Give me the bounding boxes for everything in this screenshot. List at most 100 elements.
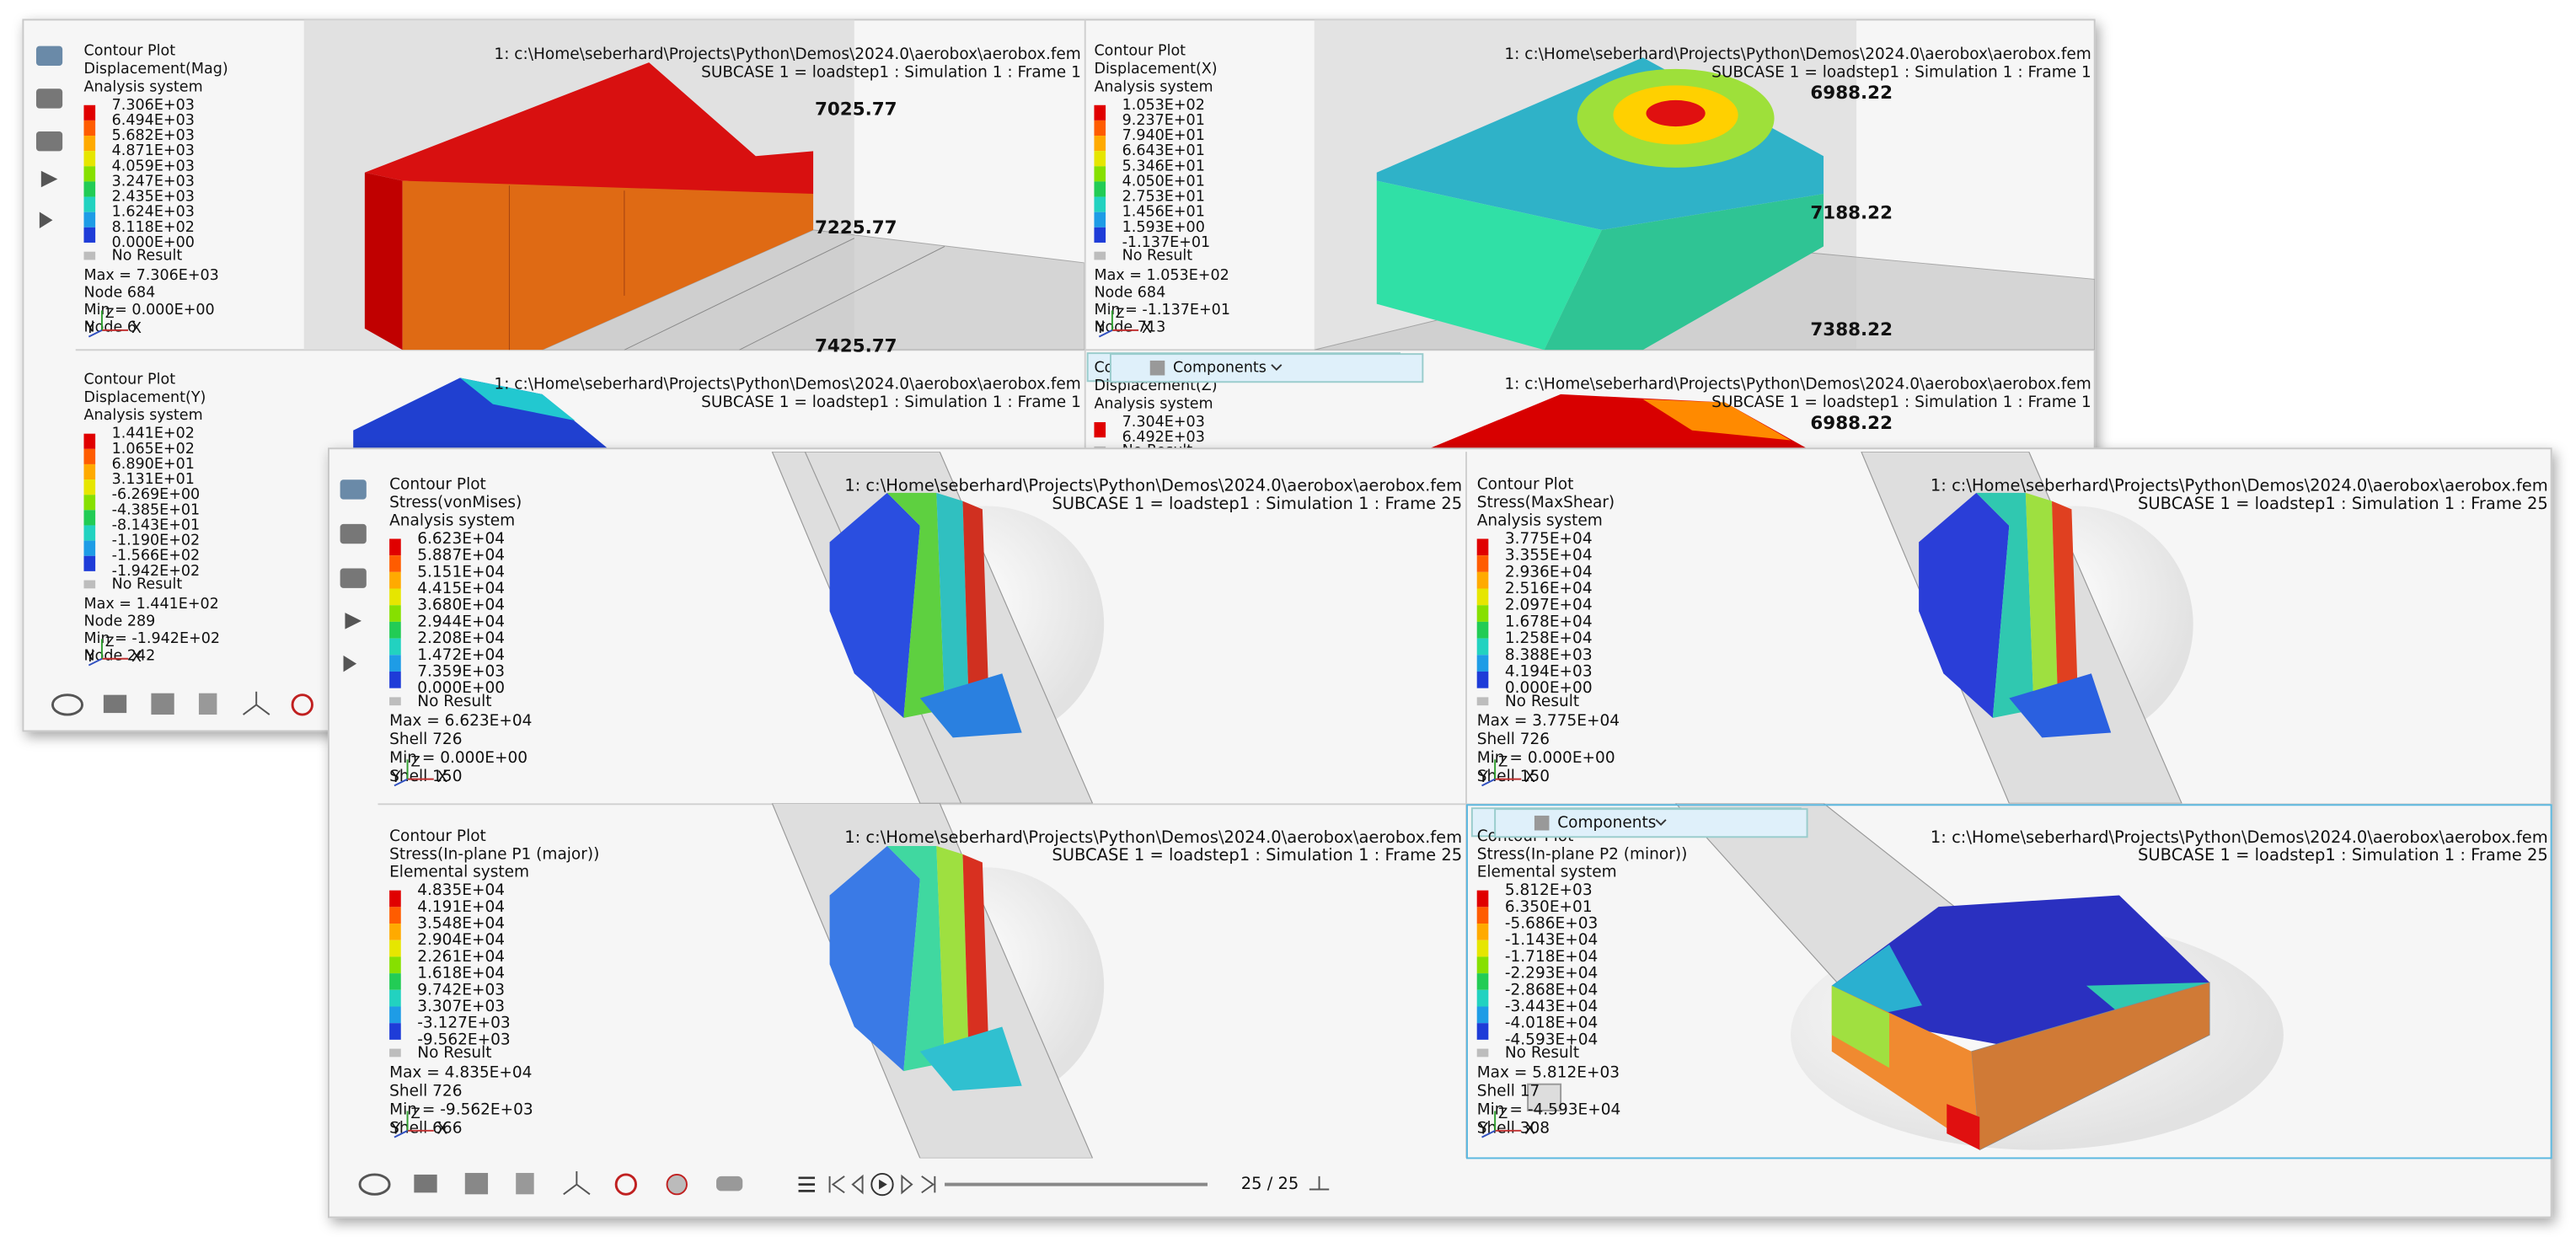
legend-band (83, 151, 96, 167)
legend-value: 9.742E+03 (417, 981, 505, 999)
legend-header: Stress(In-plane P1 (major)) (389, 845, 599, 863)
tool-icon[interactable] (340, 523, 367, 544)
components-icon[interactable] (1534, 815, 1550, 831)
legend-band (389, 588, 401, 606)
legend-header: Contour Plot (1477, 476, 1574, 494)
next-frame[interactable] (901, 1174, 913, 1195)
legend-band (83, 448, 96, 464)
tool-icon[interactable] (464, 1172, 489, 1195)
tool-icon[interactable] (716, 1175, 743, 1191)
tool-icon[interactable] (345, 613, 361, 629)
model-view (1527, 803, 2284, 1151)
legend-value: 3.131E+01 (112, 471, 195, 488)
file-path: 1: c:\Home\seberhard\Projects\Python\Dem… (844, 476, 1462, 495)
legend-band (389, 605, 401, 622)
legend-band (83, 555, 96, 571)
result-stat: Node 684 (83, 284, 155, 301)
file-path: 1: c:\Home\seberhard\Projects\Python\Dem… (1504, 376, 2091, 394)
triad-label: X (131, 649, 142, 666)
legend-value: -2.868E+04 (1505, 981, 1598, 999)
triad-label: X (1524, 768, 1535, 786)
model-side (1947, 1104, 1980, 1150)
legend-value: 1.258E+04 (1505, 629, 1593, 647)
legend-value: -2.293E+04 (1505, 965, 1598, 983)
tool-icon[interactable] (243, 691, 270, 715)
legend-band (389, 621, 401, 639)
triad-label: X (437, 768, 448, 786)
tool-icon[interactable] (35, 46, 63, 66)
legend-band (83, 540, 96, 556)
legend-band (1476, 956, 1489, 974)
legend-band (1476, 1023, 1489, 1040)
legend-band (389, 989, 401, 1007)
result-stat: Shell 726 (1477, 731, 1550, 748)
tool-icon[interactable] (151, 693, 174, 715)
contour-annotation: 6988.22 (1810, 83, 1893, 104)
dropdown-arrow[interactable] (1655, 819, 1667, 827)
legend-band (389, 638, 401, 656)
tool-icon[interactable] (35, 88, 63, 109)
tool-icon[interactable] (35, 131, 63, 152)
tool-icon[interactable] (51, 693, 84, 716)
legend-band (1094, 196, 1106, 212)
settings-icon[interactable] (1309, 1175, 1330, 1191)
contour-annotation: 7188.22 (1810, 202, 1893, 223)
triad-label: Y (84, 649, 94, 666)
legend-value: 7.306E+03 (112, 97, 195, 114)
subcase: SUBCASE 1 = loadstep1 : Simulation 1 : F… (701, 394, 1081, 411)
tool-icon[interactable] (340, 479, 367, 500)
legend-value: 2.936E+04 (1505, 563, 1593, 581)
tool-icon[interactable] (358, 1173, 391, 1196)
legend-band (83, 227, 96, 243)
tool-icon[interactable] (40, 170, 58, 188)
model-top (364, 62, 814, 201)
view-cube[interactable] (1527, 1083, 1562, 1111)
model-view (353, 378, 608, 449)
last-frame[interactable] (921, 1175, 936, 1194)
legend-band (1476, 555, 1489, 572)
triad-label: Y (1478, 1120, 1489, 1138)
legend-value: 1.624E+03 (112, 204, 195, 221)
tool-icon[interactable] (343, 655, 357, 672)
legend-band (389, 571, 401, 589)
legend-header: Displacement(Y) (83, 389, 206, 406)
contour-face (936, 846, 970, 1076)
tool-icon[interactable] (614, 1173, 637, 1196)
triad-axis (1098, 329, 1113, 338)
first-frame[interactable] (828, 1175, 845, 1194)
tool-icon[interactable] (39, 212, 53, 228)
subcase: SUBCASE 1 = loadstep1 : Simulation 1 : F… (1711, 394, 2091, 411)
result-stat: Shell 726 (389, 731, 462, 748)
components-icon[interactable] (1149, 360, 1165, 376)
tool-icon[interactable] (198, 693, 217, 715)
tool-icon[interactable] (516, 1172, 534, 1195)
no-result-swatch (389, 1048, 401, 1058)
components-label[interactable]: Components (1557, 814, 1656, 832)
legend-value: 7.940E+01 (1122, 127, 1205, 144)
legend-value: 4.194E+03 (1505, 662, 1593, 680)
tool-icon[interactable] (340, 568, 367, 588)
components-label[interactable]: Components (1173, 360, 1267, 377)
legend-band (83, 136, 96, 152)
triad-label: X (131, 320, 142, 337)
tool-icon[interactable] (103, 694, 127, 714)
tool-icon[interactable] (666, 1173, 688, 1196)
contour-face (2009, 673, 2112, 738)
result-stat: Node 6 (83, 319, 136, 335)
legend-band (1094, 212, 1106, 228)
back-labels: 1: c:\Home\seberhard\Projects\Python\Dem… (83, 42, 2091, 667)
tool-icon[interactable] (414, 1174, 437, 1193)
prev-frame[interactable] (851, 1174, 864, 1195)
file-path: 1: c:\Home\seberhard\Projects\Python\Dem… (1931, 476, 2548, 495)
legend-band (1476, 1006, 1489, 1024)
play-button[interactable] (870, 1172, 894, 1197)
legend-band (1476, 588, 1489, 606)
legend-band (83, 495, 96, 511)
menu-button[interactable] (798, 1176, 816, 1192)
tool-icon[interactable] (563, 1171, 591, 1196)
tool-icon[interactable] (291, 693, 313, 716)
dropdown-arrow[interactable] (1271, 364, 1283, 372)
legend-band (83, 120, 96, 137)
triad-label: Y (1478, 768, 1489, 786)
legend-band (1094, 166, 1106, 182)
